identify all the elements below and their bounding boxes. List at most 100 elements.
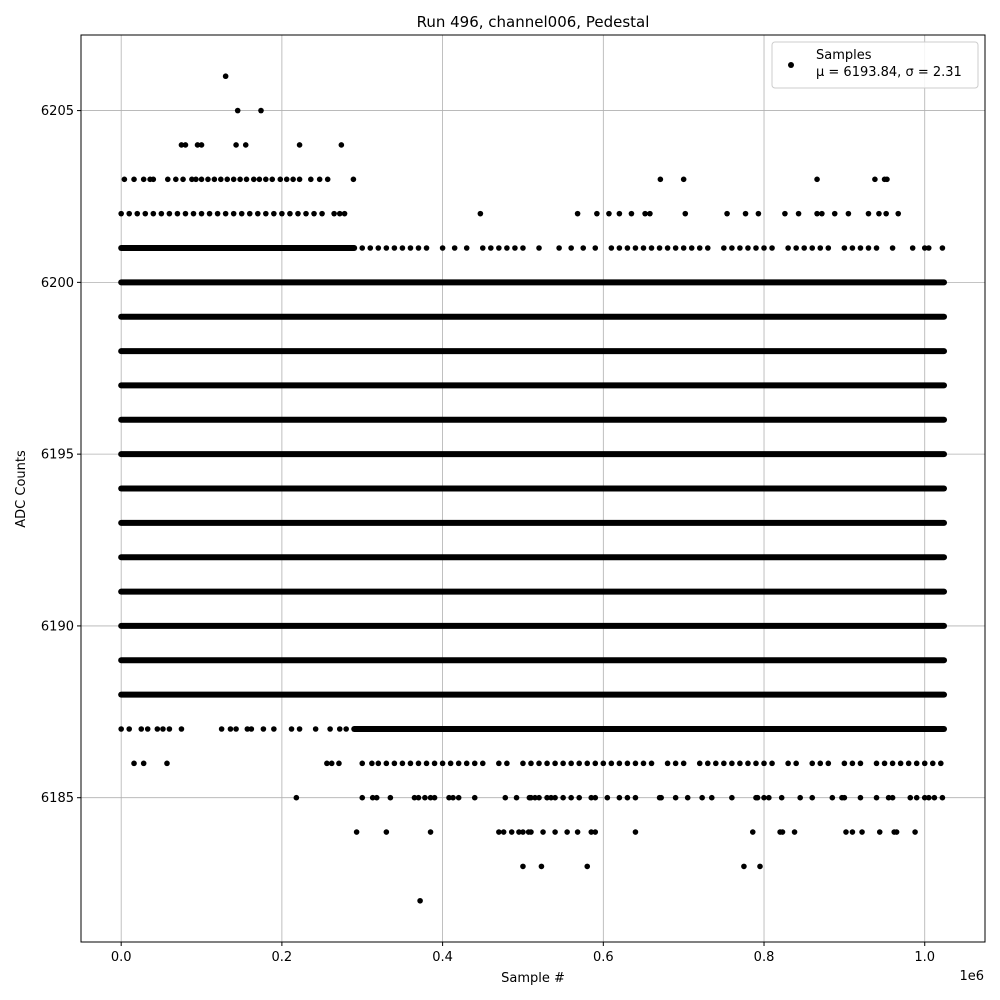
sample-point: [471, 794, 478, 801]
sample-point: [616, 245, 623, 251]
sample-point: [277, 176, 284, 183]
sample-point: [178, 726, 185, 732]
sample-point: [584, 863, 591, 870]
sample-point: [359, 760, 366, 767]
sample-point: [931, 794, 938, 801]
sample-point: [308, 176, 314, 183]
sample-point: [166, 726, 173, 732]
sample-point: [778, 794, 785, 801]
sample-point: [415, 760, 422, 767]
sample-point: [809, 794, 816, 801]
sample-point: [745, 245, 751, 251]
sample-point: [140, 176, 147, 183]
sample-point: [295, 210, 301, 217]
sample-point: [814, 176, 820, 183]
legend-series-stats: μ = 6193.84, σ = 2.31: [816, 65, 962, 80]
sample-point: [496, 829, 502, 835]
sample-point: [829, 794, 836, 801]
sample-point: [849, 245, 856, 251]
sample-point: [407, 760, 414, 767]
sample-point: [608, 760, 615, 767]
sample-point: [817, 760, 824, 767]
sample-point: [857, 245, 864, 251]
sample-point: [761, 245, 767, 251]
sample-point: [222, 210, 229, 217]
sample-point: [729, 794, 735, 801]
sample-point: [628, 210, 635, 217]
sample-point: [925, 245, 932, 251]
y-tick-label: 6195: [41, 448, 74, 463]
sample-point: [439, 245, 446, 251]
sample-point: [632, 829, 639, 835]
sample-point: [327, 726, 333, 732]
sample-point: [391, 245, 398, 251]
sample-point: [782, 210, 788, 217]
sample-point: [729, 245, 735, 251]
sample-point: [766, 794, 772, 801]
sample-point: [324, 176, 331, 183]
sample-point: [552, 829, 558, 835]
sample-point: [885, 794, 892, 801]
sample-point: [921, 794, 928, 801]
sample-point: [825, 760, 832, 767]
x-tick-label: 0.4: [432, 950, 453, 965]
sample-point: [190, 210, 197, 217]
sample-point: [431, 794, 438, 801]
sample-point: [173, 176, 179, 183]
sample-point: [431, 760, 438, 767]
sample-point: [616, 210, 623, 217]
sample-point: [913, 794, 920, 801]
sample-point: [383, 245, 390, 251]
sample-point: [263, 210, 269, 217]
sample-point: [230, 210, 237, 217]
sample-point: [538, 863, 545, 870]
sample-point: [809, 245, 816, 251]
sample-point: [642, 210, 648, 217]
sample-point: [336, 760, 342, 767]
sample-point: [556, 245, 562, 251]
sample-point: [592, 245, 599, 251]
sample-point: [912, 829, 918, 835]
sample-point: [234, 107, 241, 114]
sample-point: [640, 760, 647, 767]
sample-point: [865, 245, 872, 251]
sample-point: [328, 760, 335, 767]
sample-point: [560, 794, 566, 801]
sample-point: [592, 794, 599, 801]
sample-point: [658, 794, 664, 801]
sample-point: [447, 760, 454, 767]
sample-point: [791, 829, 798, 835]
sample-point: [258, 107, 264, 114]
sample-point: [745, 760, 751, 767]
sample-point: [423, 245, 430, 251]
sample-point: [427, 794, 434, 801]
y-tick-label: 6190: [41, 619, 74, 634]
sample-point: [150, 210, 157, 217]
sample-point: [769, 760, 775, 767]
sample-point: [126, 210, 133, 217]
sample-point: [423, 760, 430, 767]
sample-point: [244, 726, 251, 732]
sample-point: [721, 245, 727, 251]
sample-point: [769, 245, 775, 251]
sample-point: [560, 760, 566, 767]
sample-point: [657, 176, 664, 183]
sample-point: [427, 829, 434, 835]
sample-point: [218, 726, 225, 732]
sample-point: [214, 210, 221, 217]
sample-point: [336, 726, 343, 732]
sample-point: [178, 142, 185, 148]
sample-point: [793, 760, 799, 767]
sample-point: [574, 210, 581, 217]
sample-point: [164, 760, 170, 767]
sample-point: [238, 210, 245, 217]
sample-point: [876, 210, 882, 217]
sample-point: [439, 760, 446, 767]
sample-point: [341, 210, 348, 217]
sample-point: [624, 245, 631, 251]
sample-point: [536, 245, 542, 251]
sample-point: [311, 210, 317, 217]
sample-point: [608, 245, 615, 251]
sample-point: [350, 176, 357, 183]
sample-point: [801, 245, 807, 251]
